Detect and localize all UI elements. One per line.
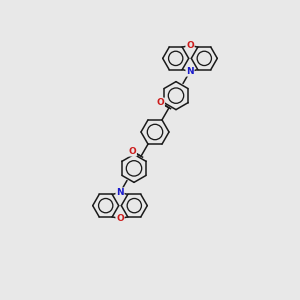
Text: O: O [186,41,194,50]
Text: O: O [128,147,136,156]
Text: O: O [157,98,164,107]
Text: N: N [186,67,194,76]
Text: N: N [116,188,124,197]
Text: O: O [116,214,124,223]
